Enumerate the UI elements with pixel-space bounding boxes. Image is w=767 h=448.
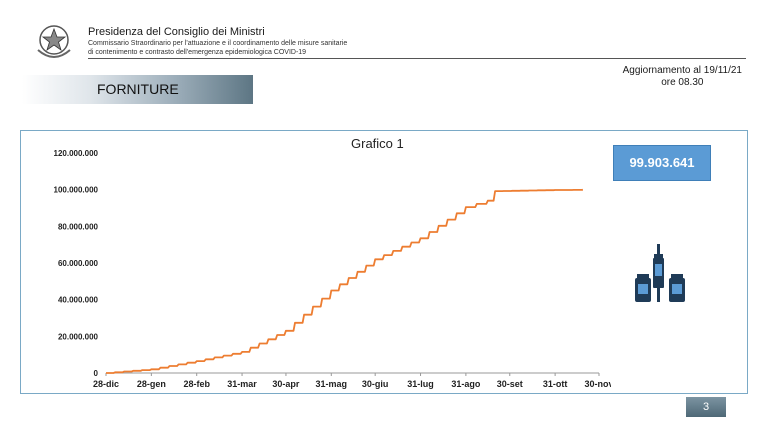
x-tick-label: 30-giu bbox=[362, 379, 389, 389]
section-title: FORNITURE bbox=[97, 81, 179, 97]
y-tick-label: 0 bbox=[94, 369, 99, 378]
header-org: Presidenza del Consiglio dei Ministri bbox=[88, 26, 265, 38]
header-subtitle-2: di contenimento e contrasto dell'emergen… bbox=[88, 49, 307, 56]
y-tick-label: 20.000.000 bbox=[58, 332, 99, 341]
x-tick-label: 31-ott bbox=[543, 379, 568, 389]
x-tick-label: 28-feb bbox=[183, 379, 210, 389]
update-date: Aggiornamento al 19/11/21 bbox=[622, 65, 742, 76]
series-line bbox=[106, 188, 583, 374]
x-tick-label: 31-ago bbox=[451, 379, 481, 389]
x-tick-label: 30-apr bbox=[272, 379, 300, 389]
y-tick-label: 40.000.000 bbox=[58, 296, 99, 305]
y-tick-label: 60.000.000 bbox=[58, 259, 99, 268]
header-subtitle-1: Commissario Straordinario per l'attuazio… bbox=[88, 40, 348, 47]
y-tick-label: 80.000.000 bbox=[58, 222, 99, 231]
total-supply-badge: 99.903.641 bbox=[613, 145, 711, 181]
y-tick-label: 100.000.000 bbox=[54, 186, 99, 195]
update-time: ore 08.30 bbox=[661, 77, 704, 88]
x-tick-label: 28-gen bbox=[137, 379, 166, 389]
vaccine-vials-icon bbox=[635, 244, 685, 302]
update-info: Aggiornamento al 19/11/21 ore 08.30 bbox=[623, 65, 742, 89]
line-chart: 0 20.000.000 40.000.000 60.000.000 80.000.00… bbox=[54, 149, 612, 389]
x-tick-label: 28-dic bbox=[93, 379, 119, 389]
header: Presidenza del Consiglio dei Ministri Co… bbox=[88, 26, 347, 57]
y-tick-label: 120.000.000 bbox=[54, 149, 99, 158]
chart-panel: Grafico 1 0 20.000.000 40.000.000 60.000.00… bbox=[20, 130, 748, 394]
x-tick-label: 31-mag bbox=[316, 379, 348, 389]
italian-republic-emblem-icon bbox=[37, 25, 71, 58]
x-tick-label: 31-mar bbox=[227, 379, 257, 389]
x-tick-label: 30-set bbox=[497, 379, 523, 389]
x-tick-label: 31-lug bbox=[407, 379, 434, 389]
header-divider bbox=[88, 58, 746, 59]
x-tick-label: 30-nov bbox=[584, 379, 611, 389]
chart-title: Grafico 1 bbox=[351, 136, 404, 151]
page-number: 3 bbox=[686, 397, 726, 417]
section-banner: FORNITURE bbox=[22, 75, 253, 104]
